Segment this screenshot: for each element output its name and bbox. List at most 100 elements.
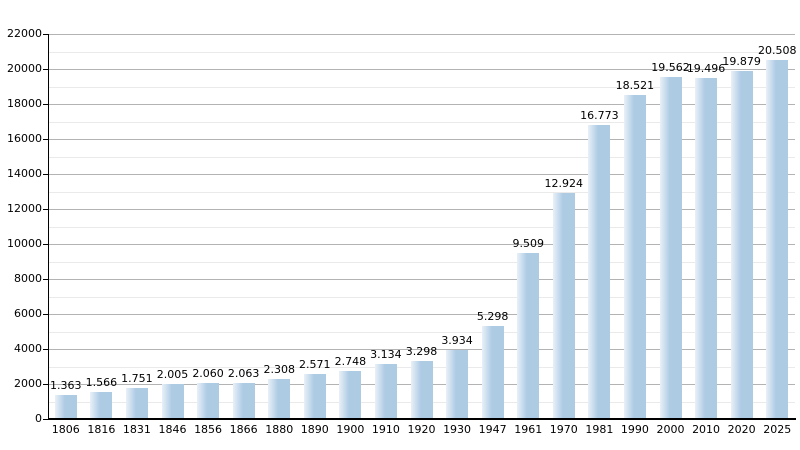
- bar: [446, 350, 469, 419]
- y-gridline-minor: [48, 226, 795, 228]
- x-tick-label: 1961: [514, 423, 543, 436]
- bar-value-label: 3.934: [441, 334, 473, 348]
- y-axis-tick: [43, 104, 48, 105]
- x-tick-label: 1831: [122, 423, 151, 436]
- y-gridline-major: [48, 69, 795, 70]
- bar-value-label: 12.924: [544, 176, 584, 190]
- y-gridline-major: [48, 279, 795, 280]
- y-gridline-minor: [48, 121, 795, 123]
- bar-value-label: 2.005: [156, 367, 189, 381]
- y-axis-tick: [43, 244, 48, 245]
- y-tick-label: 16000: [7, 132, 42, 145]
- bar-value-label: 9.509: [512, 236, 544, 250]
- bar: [588, 125, 611, 419]
- x-tick-label: 1866: [229, 423, 258, 436]
- bar: [623, 94, 646, 419]
- bar-value-label: 2.748: [334, 354, 367, 368]
- bar: [197, 382, 220, 419]
- y-gridline-major: [48, 139, 795, 140]
- x-tick-label: 1990: [620, 423, 649, 436]
- y-axis-tick: [43, 279, 48, 280]
- bar: [125, 388, 148, 419]
- y-axis-tick: [43, 349, 48, 350]
- y-gridline-major: [48, 104, 795, 105]
- x-tick-label: 1846: [158, 423, 187, 436]
- bar-value-label: 19.496: [686, 61, 726, 75]
- bar-value-label: 3.298: [405, 345, 438, 359]
- y-axis-line: [48, 34, 49, 420]
- bar: [232, 382, 255, 419]
- bar-value-label: 16.773: [580, 109, 619, 123]
- y-tick-label: 4000: [14, 342, 42, 355]
- bar: [517, 252, 540, 419]
- bar: [303, 374, 326, 419]
- y-gridline-minor: [48, 51, 795, 53]
- y-gridline-major: [48, 209, 795, 210]
- y-tick-label: 20000: [7, 62, 42, 75]
- bar: [90, 391, 113, 419]
- x-tick-label: 2020: [727, 423, 756, 436]
- bar-value-label: 1.566: [85, 375, 118, 389]
- y-tick-label: 2000: [14, 377, 42, 390]
- bar: [695, 77, 718, 419]
- bar-value-label: 2.308: [263, 362, 295, 376]
- x-tick-label: 2000: [656, 423, 685, 436]
- bar-value-label: 1.751: [121, 372, 153, 386]
- y-gridline-minor: [48, 296, 795, 298]
- x-tick-label: 1910: [371, 423, 400, 436]
- y-axis-tick: [43, 69, 48, 70]
- y-gridline-major: [48, 34, 795, 35]
- bar: [659, 76, 682, 419]
- x-axis-line: [48, 418, 796, 420]
- bar-value-label: 5.298: [476, 310, 509, 324]
- bar-value-label: 18.521: [615, 78, 655, 92]
- bar-value-label: 1.363: [50, 379, 82, 393]
- y-tick-label: 22000: [7, 27, 42, 40]
- y-axis-tick: [43, 419, 48, 420]
- x-tick-label: 1900: [336, 423, 365, 436]
- y-tick-label: 18000: [7, 97, 42, 110]
- y-gridline-minor: [48, 156, 795, 158]
- y-gridline-minor: [48, 261, 795, 263]
- y-tick-label: 8000: [14, 272, 42, 285]
- x-tick-label: 2010: [692, 423, 721, 436]
- y-axis-tick: [43, 139, 48, 140]
- x-tick-label: 1970: [549, 423, 578, 436]
- y-gridline-major: [48, 174, 795, 175]
- bar-value-label: 2.060: [192, 366, 224, 380]
- y-gridline-minor: [48, 191, 795, 193]
- bar-value-label: 19.562: [651, 60, 690, 74]
- bar-value-label: 20.508: [757, 44, 797, 58]
- bar: [161, 383, 184, 419]
- y-gridline-minor: [48, 331, 795, 333]
- bar: [730, 71, 753, 419]
- x-tick-label: 1930: [443, 423, 472, 436]
- y-tick-label: 12000: [7, 202, 42, 215]
- x-tick-label: 1947: [478, 423, 507, 436]
- y-axis-tick: [43, 174, 48, 175]
- y-axis-tick: [43, 384, 48, 385]
- y-gridline-major: [48, 244, 795, 245]
- y-gridline-major: [48, 349, 795, 350]
- bar: [54, 395, 77, 419]
- plot-area: 1.363 1.566 1.751 2.005 2.060 2.063 2.308 2.571…: [48, 34, 796, 419]
- y-axis-tick: [43, 314, 48, 315]
- bar-value-label: 3.134: [370, 348, 402, 362]
- bar: [481, 326, 504, 419]
- y-tick-label: 0: [35, 412, 42, 425]
- y-tick-label: 6000: [14, 307, 42, 320]
- bar: [339, 370, 362, 419]
- y-axis-tick: [43, 34, 48, 35]
- x-tick-label: 1890: [300, 423, 329, 436]
- bar: [374, 364, 397, 419]
- bar-value-label: 2.063: [227, 366, 260, 380]
- y-axis-tick: [43, 209, 48, 210]
- bar-value-label: 2.571: [299, 358, 331, 372]
- x-tick-label: 2025: [763, 423, 792, 436]
- x-tick-label: 1981: [585, 423, 614, 436]
- x-tick-label: 1816: [87, 423, 116, 436]
- y-gridline-minor: [48, 86, 795, 88]
- bar: [766, 60, 789, 419]
- y-tick-label: 14000: [7, 167, 42, 180]
